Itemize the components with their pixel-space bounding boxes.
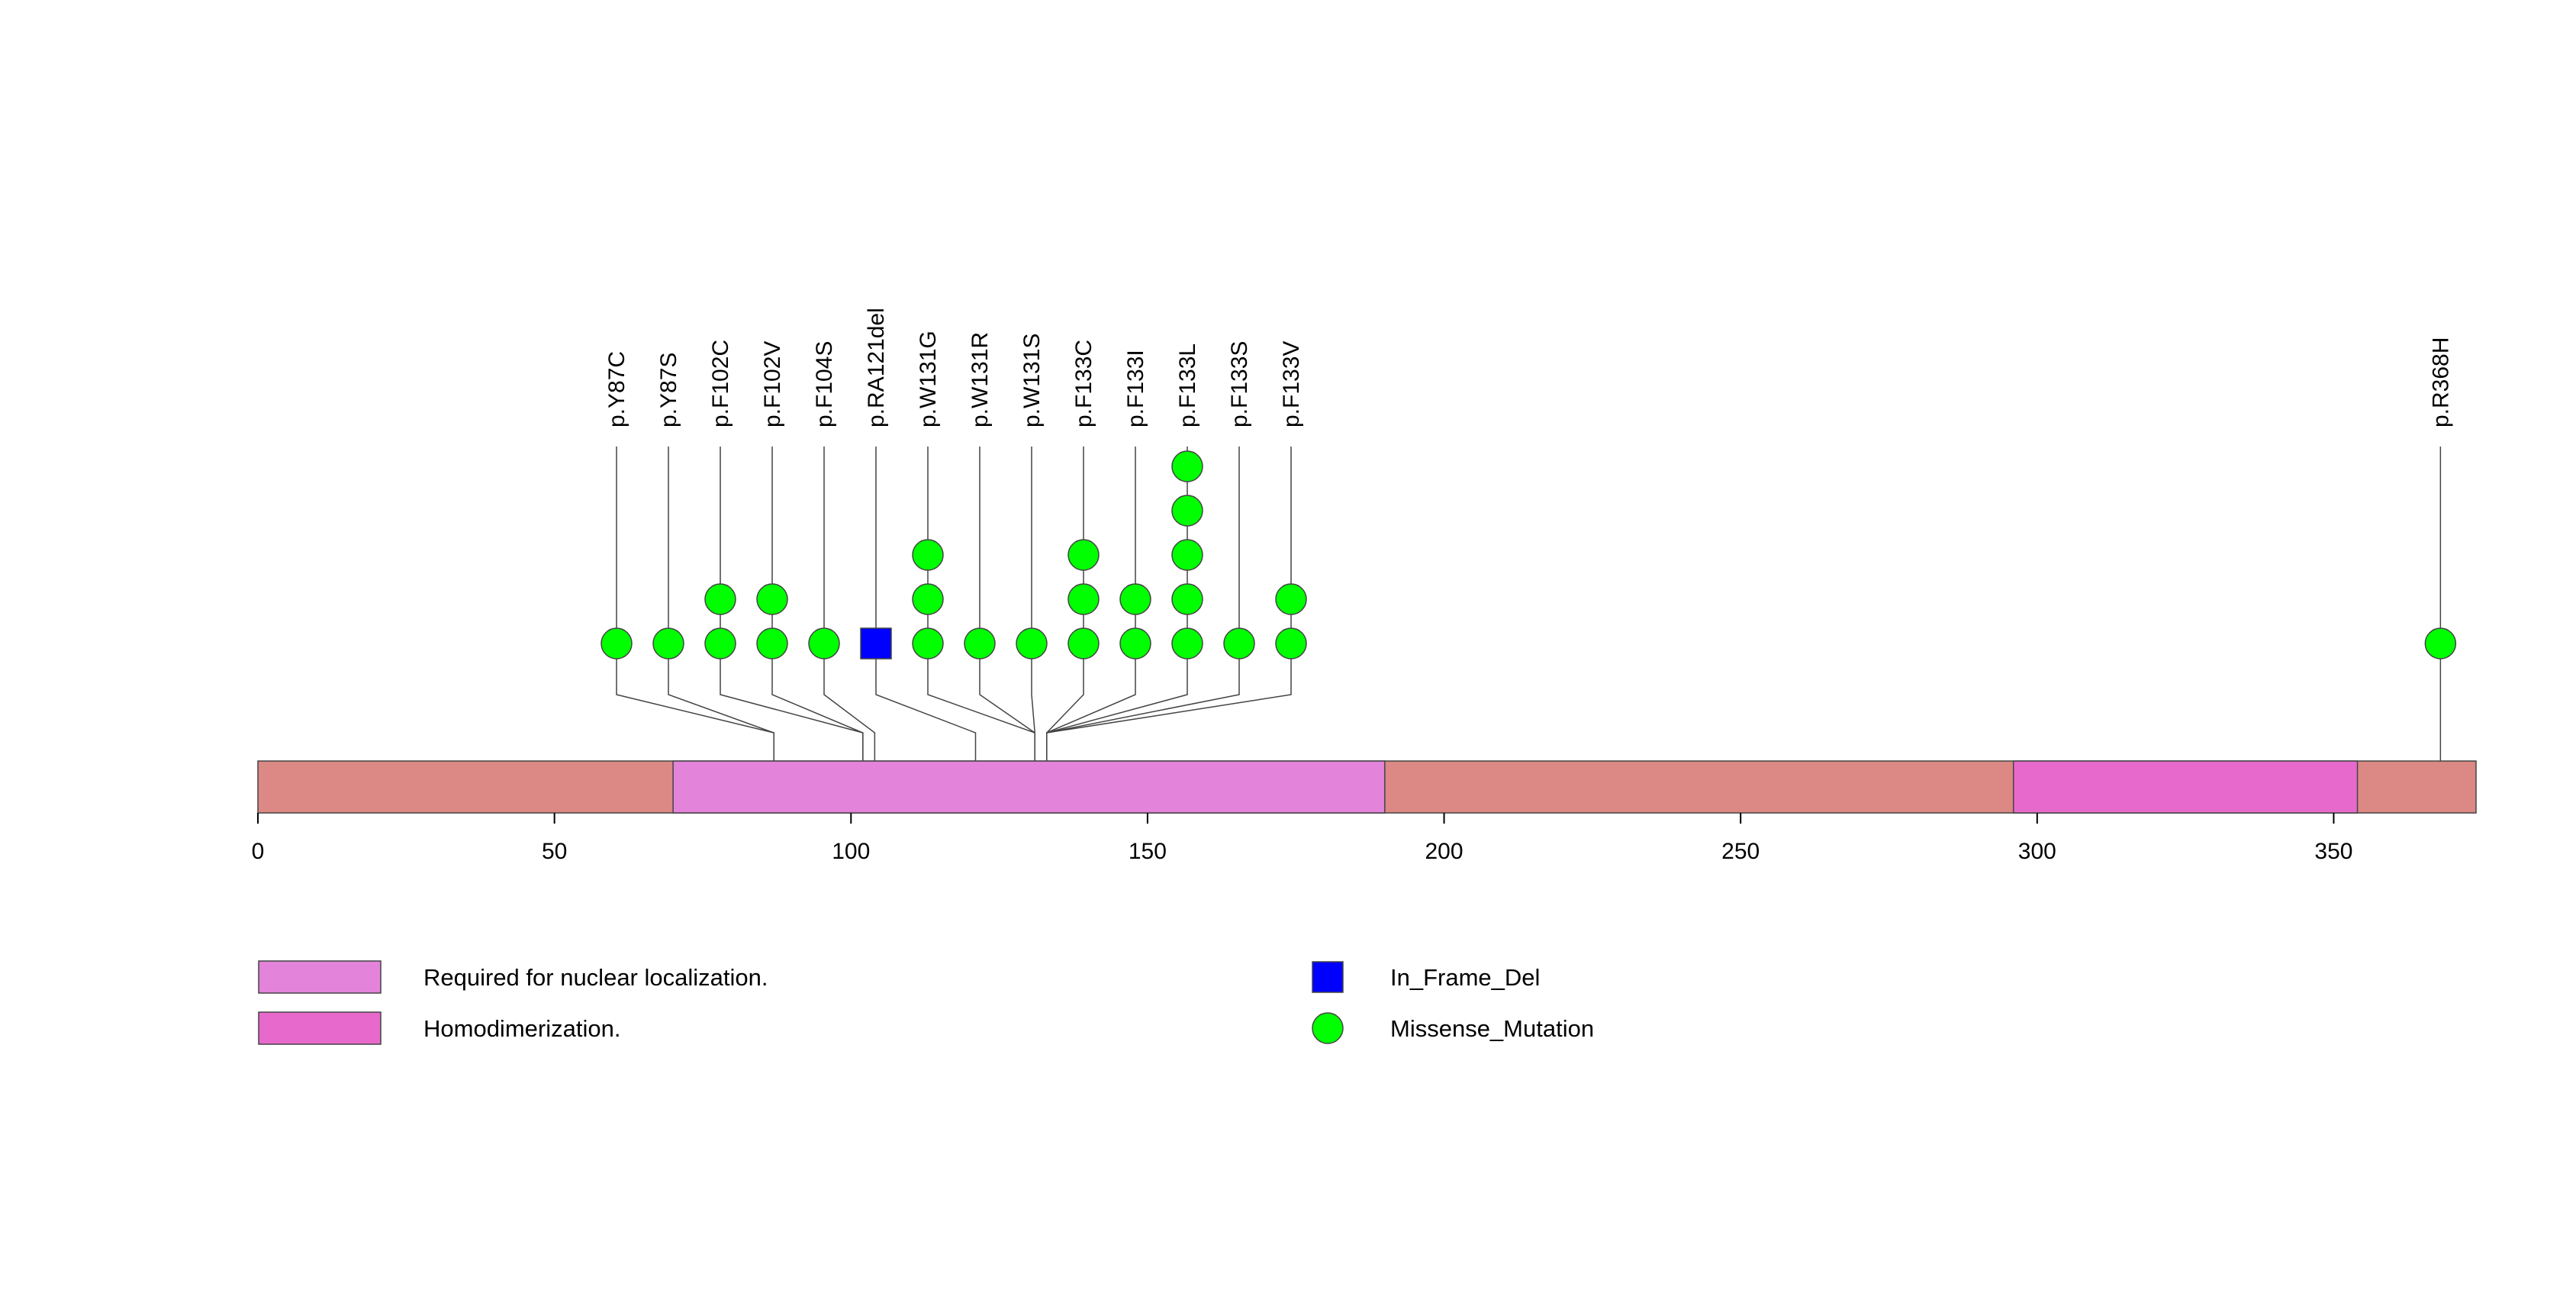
legend-swatch-domain <box>258 1011 382 1045</box>
mutation-label: p.Y87S <box>656 353 681 427</box>
legend: Required for nuclear localization. Homodi… <box>258 960 1594 1045</box>
mutation-connector <box>1046 643 1292 761</box>
mutation-connector <box>823 643 876 761</box>
in-frame-del-marker <box>860 627 892 660</box>
domain-region-1 <box>672 760 1386 814</box>
x-tick-label: 150 <box>1129 839 1167 864</box>
missense-marker <box>1171 450 1203 482</box>
mutation-label: p.F102C <box>708 340 733 427</box>
legend-label-domain: Required for nuclear localization. <box>423 964 768 991</box>
missense-marker <box>1067 583 1100 615</box>
missense-marker <box>1275 627 1307 660</box>
mutation-labels: p.Y87C p.Y87S p.F102C p.F102V p.F104S p.RA121… <box>604 308 2453 427</box>
mutation-connector <box>875 643 977 761</box>
missense-marker <box>912 627 944 660</box>
domain-regions <box>672 760 2359 814</box>
missense-marker <box>912 583 944 615</box>
mutation-label: p.F133C <box>1071 340 1096 427</box>
missense-marker <box>652 627 684 660</box>
mutation-connector <box>668 643 774 761</box>
mutation-label: p.F133V <box>1279 341 1304 427</box>
missense-marker <box>912 539 944 571</box>
x-tick-label: 200 <box>1425 839 1463 864</box>
mutation-connector <box>979 643 1035 761</box>
missense-marker <box>1119 583 1151 615</box>
missense-marker <box>1171 583 1203 615</box>
mutation-stems <box>616 447 2442 643</box>
missense-marker <box>1016 627 1048 660</box>
mutation-label: p.F133L <box>1175 343 1200 427</box>
legend-swatch-domain <box>258 960 382 994</box>
mutation-connector <box>771 643 864 761</box>
legend-marker-square <box>1312 961 1344 993</box>
domain-region-2 <box>2012 760 2359 814</box>
missense-marker <box>704 627 736 660</box>
legend-label-mutation-type: In_Frame_Del <box>1390 964 1540 991</box>
legend-marker-circle <box>1312 1012 1344 1044</box>
mutation-label: p.F104S <box>812 341 837 427</box>
missense-marker <box>1171 495 1203 527</box>
missense-marker <box>756 627 788 660</box>
missense-marker <box>1119 627 1151 660</box>
x-tick-label: 350 <box>2314 839 2352 864</box>
x-tick-label: 100 <box>832 839 870 864</box>
mutation-connector <box>1046 643 1084 761</box>
mutation-label: p.F133I <box>1123 350 1148 427</box>
missense-marker <box>2424 627 2457 660</box>
missense-marker <box>964 627 996 660</box>
mutation-connector <box>927 643 1035 761</box>
missense-marker <box>1171 539 1203 571</box>
mutation-connector <box>1031 643 1035 761</box>
missense-marker <box>1067 539 1100 571</box>
missense-marker <box>808 627 840 660</box>
x-tick-label: 0 <box>252 839 265 864</box>
x-tick-label: 50 <box>542 839 567 864</box>
x-axis: 0 50 100 150 200 250 300 350 <box>252 813 2352 864</box>
mutation-label: p.W131G <box>916 331 941 427</box>
mutation-connector <box>1046 643 1136 761</box>
legend-label-mutation-type: Missense_Mutation <box>1390 1015 1594 1042</box>
mutation-label: p.W131R <box>968 332 993 427</box>
mutation-label: p.R368H <box>2428 337 2453 427</box>
x-tick-label: 300 <box>2018 839 2056 864</box>
legend-label-domain: Homodimerization. <box>423 1015 620 1042</box>
mutation-label: p.W131S <box>1019 334 1045 427</box>
missense-marker <box>1275 583 1307 615</box>
missense-marker <box>1171 627 1203 660</box>
missense-marker <box>1067 627 1100 660</box>
missense-marker <box>704 583 736 615</box>
missense-marker <box>1223 627 1255 660</box>
x-tick-label: 250 <box>1721 839 1760 864</box>
mutation-label: p.Y87C <box>604 351 630 427</box>
mutation-markers <box>601 450 2457 660</box>
missense-marker <box>601 627 633 660</box>
missense-marker <box>756 583 788 615</box>
mutation-label: p.F133S <box>1227 341 1252 427</box>
mutation-label: p.F102V <box>760 341 785 427</box>
mutation-label: p.RA121del <box>864 308 889 427</box>
